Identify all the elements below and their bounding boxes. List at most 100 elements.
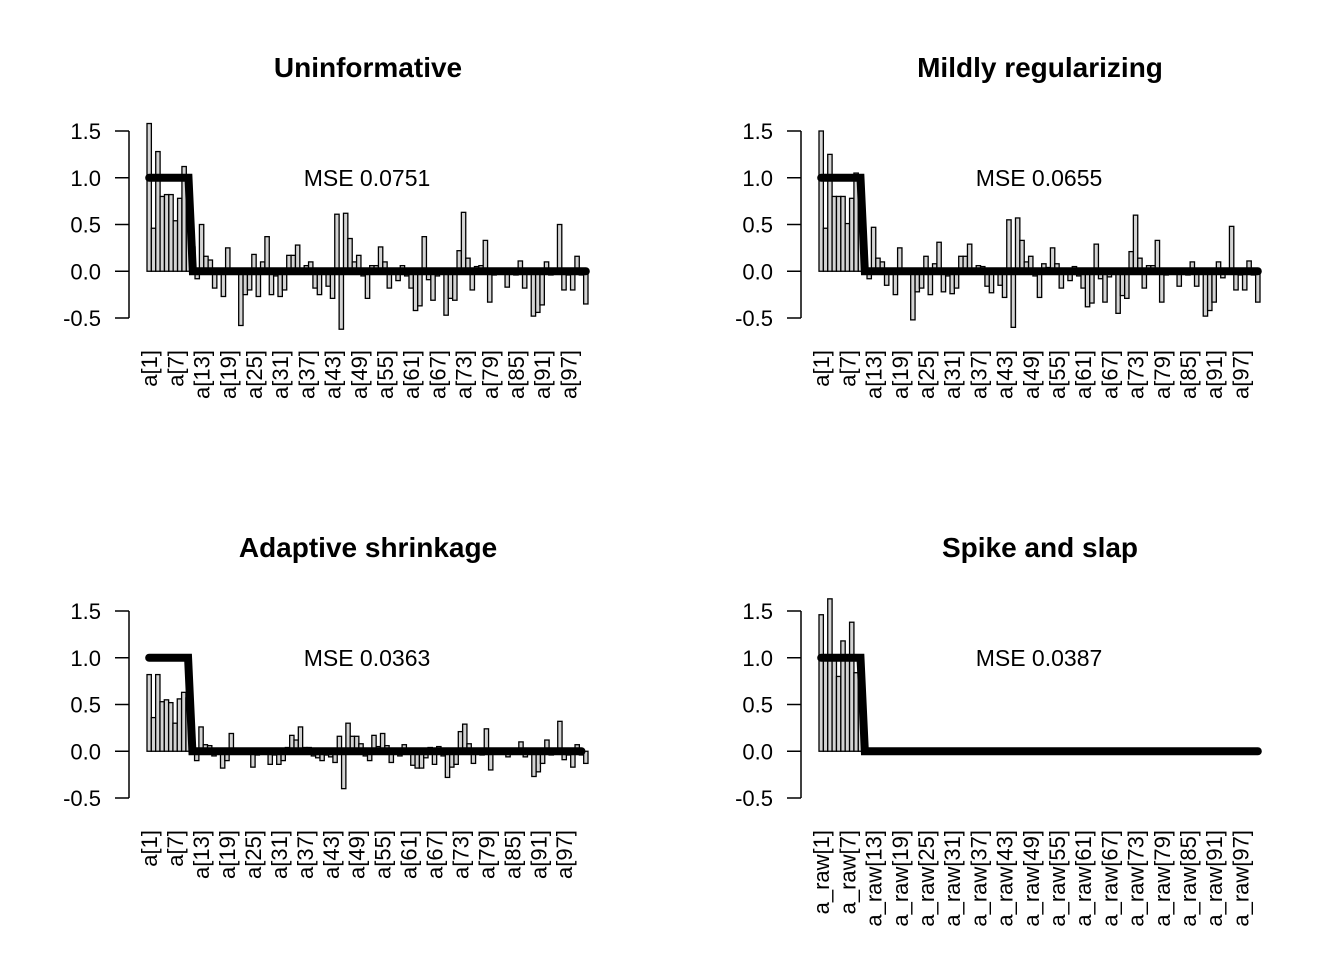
panel-title: Spike and slap bbox=[942, 532, 1138, 563]
bar bbox=[870, 226, 877, 272]
mse-annotation: MSE 0.0363 bbox=[304, 645, 431, 671]
x-tick-label: a_raw[25] bbox=[914, 830, 939, 927]
x-tick-label: a[55] bbox=[373, 350, 398, 399]
y-tick-label: -0.5 bbox=[735, 306, 773, 331]
x-tick-label: a[13] bbox=[862, 350, 887, 399]
bar bbox=[198, 223, 205, 272]
x-tick-label: a[43] bbox=[993, 350, 1018, 399]
bar bbox=[831, 656, 838, 752]
panel-title: Uninformative bbox=[274, 52, 462, 83]
x-tick-label: a[73] bbox=[1124, 350, 1149, 399]
x-tick-label: a_raw[55] bbox=[1045, 830, 1070, 927]
x-tick-label: a_raw[67] bbox=[1097, 830, 1122, 927]
x-tick-label: a[1] bbox=[137, 830, 162, 867]
x-tick-label: a[79] bbox=[1150, 350, 1175, 399]
bar bbox=[482, 239, 489, 272]
x-tick-label: a[67] bbox=[423, 830, 448, 879]
y-tick-label: 1.5 bbox=[70, 119, 101, 144]
x-tick-label: a[85] bbox=[500, 830, 525, 879]
x-tick-label: a[31] bbox=[268, 350, 293, 399]
bar-series bbox=[146, 122, 589, 330]
x-tick-label: a[97] bbox=[552, 830, 577, 879]
x-tick-label: a_raw[43] bbox=[993, 830, 1018, 927]
bar bbox=[329, 270, 336, 300]
x-tick-label: a[55] bbox=[371, 830, 396, 879]
x-tick-label: a_raw[49] bbox=[1019, 830, 1044, 927]
y-tick-label: 1.5 bbox=[742, 599, 773, 624]
x-tick-label: a[19] bbox=[888, 350, 913, 399]
bar-series bbox=[818, 130, 1261, 328]
bar bbox=[822, 227, 829, 272]
panel-adaptive-shrinkage: Adaptive shrinkage -0.5 0.0 0.5 1.0 1.5 a[1]… bbox=[63, 532, 589, 879]
bar bbox=[176, 197, 183, 272]
x-tick-label: a[31] bbox=[940, 350, 965, 399]
bar bbox=[146, 122, 153, 272]
bar bbox=[583, 750, 589, 765]
bar bbox=[421, 236, 428, 272]
mse-annotation: MSE 0.0751 bbox=[304, 165, 431, 191]
panel-title: Mildly regularizing bbox=[917, 52, 1163, 83]
x-tick-label: a[49] bbox=[347, 350, 372, 399]
bar bbox=[1206, 270, 1213, 312]
bar bbox=[159, 195, 166, 272]
y-tick-label: -0.5 bbox=[63, 306, 101, 331]
mse-annotation: MSE 0.0655 bbox=[976, 165, 1103, 191]
x-tick-label: a[79] bbox=[474, 830, 499, 879]
y-tick-label: 0.0 bbox=[742, 259, 773, 284]
bar bbox=[1254, 270, 1261, 303]
x-tick-label: a[13] bbox=[189, 830, 214, 879]
x-tick-label: a[37] bbox=[294, 350, 319, 399]
y-tick-label: 1.0 bbox=[70, 166, 101, 191]
x-tick-label: a_raw[73] bbox=[1124, 830, 1149, 927]
x-tick-label: a_raw[13] bbox=[862, 830, 887, 927]
x-tick-label: a[49] bbox=[345, 830, 370, 879]
x-tick-label: a[85] bbox=[1176, 350, 1201, 399]
bar bbox=[1014, 217, 1021, 272]
bar-series bbox=[146, 673, 589, 790]
bar bbox=[1010, 270, 1017, 328]
bar bbox=[412, 270, 419, 312]
y-axis: -0.5 0.0 0.5 1.0 1.5 bbox=[735, 119, 802, 331]
x-tick-label: a[91] bbox=[526, 830, 551, 879]
y-tick-label: 1.5 bbox=[742, 119, 773, 144]
bar bbox=[443, 270, 449, 316]
bar-series bbox=[818, 598, 1261, 752]
x-tick-label: a[37] bbox=[966, 350, 991, 399]
y-tick-label: 1.5 bbox=[70, 599, 101, 624]
panel-title: Adaptive shrinkage bbox=[239, 532, 497, 563]
y-tick-label: 0.5 bbox=[742, 213, 773, 238]
bar bbox=[264, 236, 270, 272]
bar bbox=[238, 270, 244, 327]
x-tick-label: a[85] bbox=[504, 350, 529, 399]
bar bbox=[460, 211, 467, 272]
bar bbox=[172, 220, 179, 272]
truth-series bbox=[817, 653, 1262, 756]
bar bbox=[840, 195, 846, 272]
x-tick-label: a[1] bbox=[809, 350, 834, 387]
x-tick-label: a[67] bbox=[425, 350, 450, 399]
x-tick-label: a[19] bbox=[216, 350, 241, 399]
bar bbox=[447, 270, 454, 300]
x-tick-label: a_raw[97] bbox=[1228, 830, 1253, 927]
x-tick-label: a[1] bbox=[137, 350, 162, 387]
panel-uninformative: Uninformative -0.50.00.51.01.5 a[1] a[7] a… bbox=[63, 52, 590, 399]
bar bbox=[338, 270, 345, 330]
bar bbox=[417, 270, 423, 307]
y-tick-label: 1.0 bbox=[742, 646, 773, 671]
y-tick-label: -0.5 bbox=[63, 786, 101, 811]
x-tick-label: a[73] bbox=[452, 350, 477, 399]
x-tick-label: a[25] bbox=[242, 350, 267, 399]
x-axis-labels: a_raw[1] a_raw[7] a_raw[13] a_raw[19] a_raw[… bbox=[809, 830, 1253, 927]
bar bbox=[1102, 270, 1108, 303]
bar bbox=[530, 270, 537, 317]
bar bbox=[831, 195, 838, 272]
bar bbox=[910, 270, 916, 321]
bar bbox=[1228, 225, 1235, 272]
bar bbox=[827, 598, 833, 752]
x-tick-label: a[97] bbox=[1228, 350, 1253, 399]
x-tick-label: a[25] bbox=[914, 350, 939, 399]
bar bbox=[557, 720, 563, 752]
bar bbox=[1019, 239, 1025, 272]
x-tick-label: a[97] bbox=[556, 350, 581, 399]
bar bbox=[340, 750, 347, 790]
